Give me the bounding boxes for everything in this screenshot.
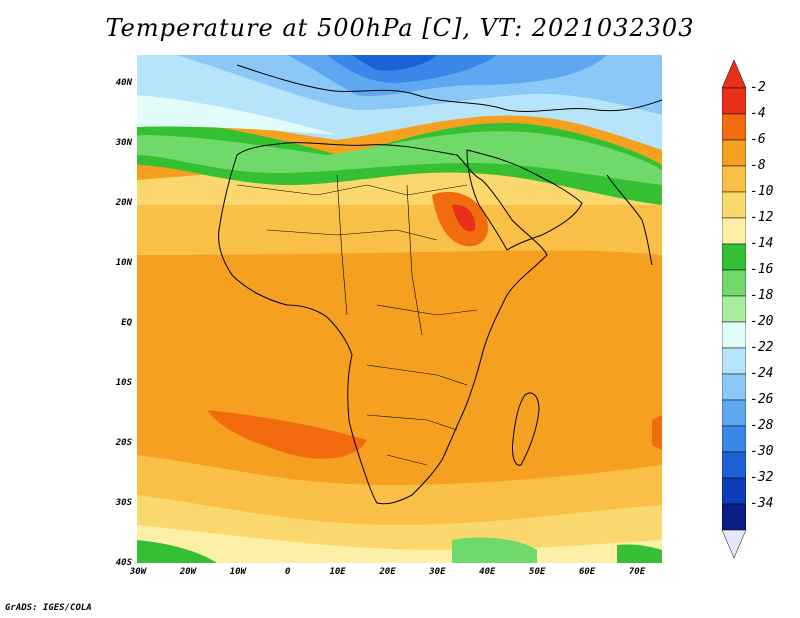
zone-south-green-west — [137, 540, 217, 563]
footer-credit: GrADS: IGES/COLA — [5, 603, 92, 613]
colorbar-label: -18 — [750, 288, 774, 303]
lat-tick: 10N — [115, 258, 132, 268]
colorbar-swatch — [721, 191, 747, 219]
colorbar-swatch — [721, 139, 747, 167]
lon-tick: 10E — [329, 567, 346, 577]
colorbar-label: -4 — [750, 106, 766, 121]
lon-tick: 10W — [229, 567, 246, 577]
lat-tick: 30N — [115, 138, 132, 148]
colorbar-swatch — [721, 373, 747, 401]
lon-tick: 20E — [379, 567, 396, 577]
lat-tick: 20N — [115, 198, 132, 208]
colorbar-label: -10 — [750, 184, 774, 199]
zone-blue4 — [352, 55, 437, 71]
lat-tick: 10S — [115, 378, 132, 388]
colorbar-label: -34 — [750, 496, 774, 511]
coastline-europe — [236, 64, 662, 112]
hot-spot-east — [652, 415, 662, 450]
coastline-arabia — [466, 149, 583, 251]
colorbar-bottom-arrow — [721, 529, 747, 559]
lon-tick: 30E — [429, 567, 446, 577]
colorbar-swatch — [721, 477, 747, 505]
colorbar-swatch — [721, 425, 747, 453]
colorbar-swatch — [721, 347, 747, 375]
colorbar-swatch — [721, 243, 747, 271]
colorbar-label: -6 — [750, 132, 766, 147]
zone-south-green-east — [617, 544, 662, 563]
colorbar-swatch — [721, 165, 747, 193]
map-title: Temperature at 500hPa [C], VT: 202103230… — [105, 14, 695, 42]
lat-tick: 30S — [115, 498, 132, 508]
colorbar-swatch — [721, 321, 747, 349]
colorbar-label: -24 — [750, 366, 774, 381]
colorbar-label: -16 — [750, 262, 774, 277]
colorbar-label: -2 — [750, 80, 766, 95]
colorbar-label: -26 — [750, 392, 774, 407]
lon-tick: 50E — [529, 567, 546, 577]
coastline-india — [606, 174, 653, 266]
colorbar-swatch — [721, 269, 747, 297]
colorbar-label: -12 — [750, 210, 774, 225]
lat-tick: EQ — [121, 318, 132, 328]
colorbar-label: -32 — [750, 470, 774, 485]
coastline-madagascar — [512, 392, 540, 466]
colorbar-swatch — [721, 113, 747, 141]
colorbar-label: -14 — [750, 236, 774, 251]
colorbar-swatch — [721, 295, 747, 323]
colorbar-label: -8 — [750, 158, 766, 173]
map-canvas — [137, 55, 662, 563]
temperature-map — [137, 55, 662, 563]
colorbar-swatch — [721, 399, 747, 427]
colorbar — [721, 59, 747, 564]
colorbar-label: -22 — [750, 340, 774, 355]
colorbar-top-arrow — [721, 59, 747, 89]
colorbar-label: -20 — [750, 314, 774, 329]
lon-tick: 60E — [578, 567, 596, 577]
colorbar-label: -30 — [750, 444, 774, 459]
coastline-africa — [218, 142, 548, 505]
zone-cyan — [137, 95, 337, 135]
hot-band-south-atlantic — [207, 410, 367, 459]
lat-tick: 40S — [115, 558, 132, 568]
lat-tick: 20S — [115, 438, 132, 448]
zone-light-green — [137, 131, 662, 185]
colorbar-swatches — [721, 59, 747, 559]
colorbar-swatch — [721, 217, 747, 245]
lon-tick: 40E — [479, 567, 496, 577]
lon-tick: 30W — [129, 567, 147, 577]
hotter-spot-ethiopia — [452, 204, 476, 232]
colorbar-swatch — [721, 451, 747, 479]
lon-tick: 20W — [179, 567, 197, 577]
lat-tick: 40N — [115, 78, 132, 88]
lon-tick: 0 — [284, 567, 291, 577]
lon-tick: 70E — [628, 567, 646, 577]
colorbar-swatch — [721, 87, 747, 115]
colorbar-swatch — [721, 503, 747, 531]
zone-south-green-mid — [452, 537, 537, 563]
country-borders — [236, 174, 478, 466]
colorbar-label: -28 — [750, 418, 774, 433]
